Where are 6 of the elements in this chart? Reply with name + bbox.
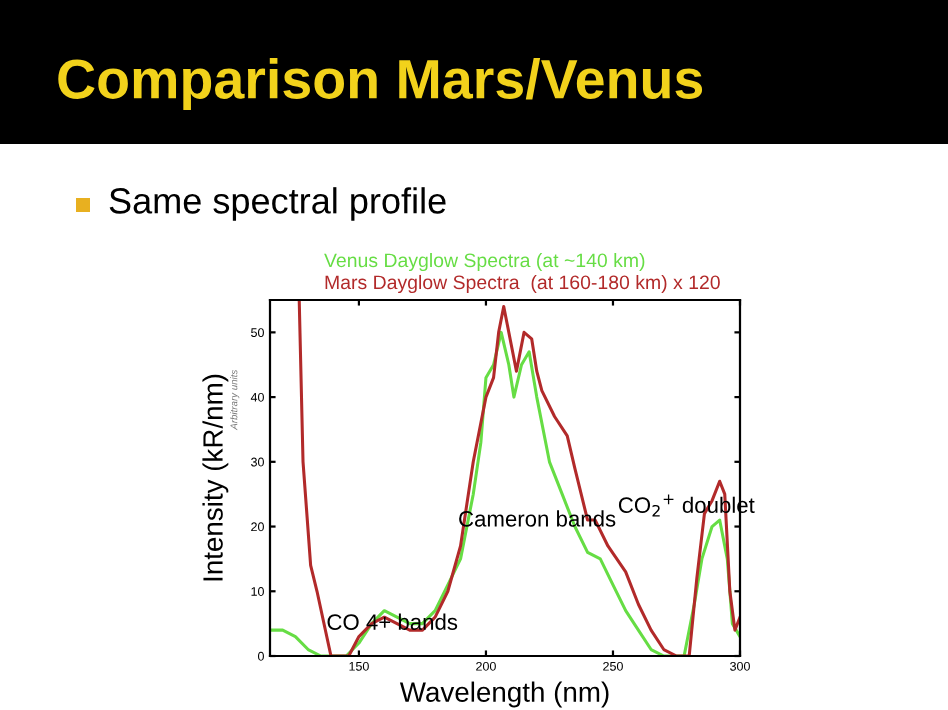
x-axis-title: Wavelength (nm)	[399, 681, 609, 708]
series-label: Mars Dayglow Spectra (at 160-180 km) x 120	[325, 274, 720, 294]
chart-title: Comparison Mars/Venus	[58, 58, 703, 110]
text: Venus Dayglow Spectra (at ~140 km)	[324, 252, 645, 272]
y-axis-title: Intensity (kR/nm)	[202, 374, 229, 581]
chart-subtitle: Same spectral profile	[109, 187, 446, 221]
